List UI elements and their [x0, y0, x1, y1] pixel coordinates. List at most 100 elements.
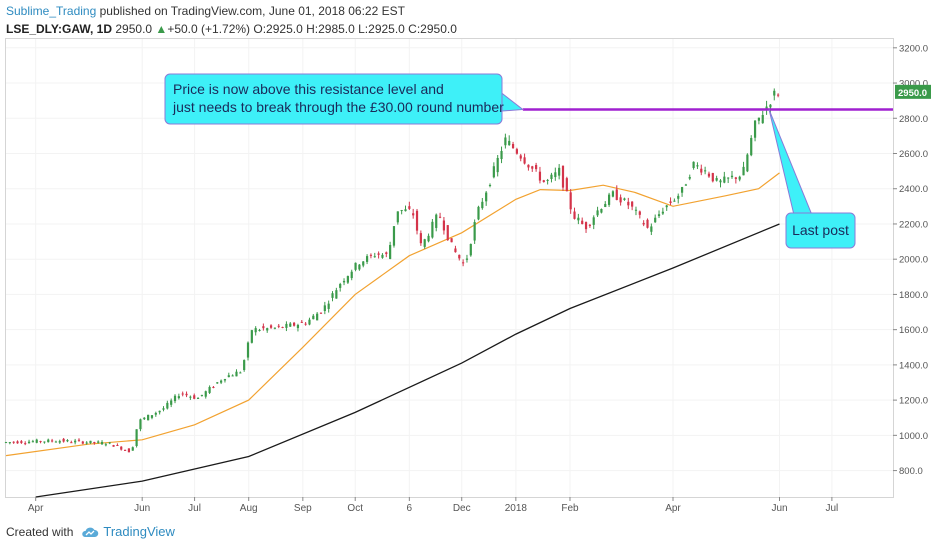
candle-body — [43, 441, 46, 443]
candle-body — [546, 179, 549, 181]
candle-body — [150, 415, 154, 418]
candle-body — [542, 180, 545, 183]
candle-body — [558, 167, 561, 176]
candle-body — [761, 114, 764, 124]
candle-body — [619, 197, 622, 203]
candle-body — [89, 440, 92, 444]
candle-body — [227, 375, 230, 378]
candle-body — [31, 441, 34, 443]
candle-body — [289, 323, 292, 327]
candle-body — [331, 293, 334, 298]
overlay: Price is now above this resistance level… — [164, 73, 893, 249]
candle-body — [373, 256, 376, 258]
candle-body — [70, 442, 73, 444]
candle-body — [266, 328, 269, 331]
y-tick-label: 1600.0 — [899, 325, 928, 336]
candle-body — [293, 322, 296, 326]
candle-body — [684, 184, 688, 186]
candle-body — [208, 386, 211, 393]
y-tick-label: 2800.0 — [899, 114, 928, 125]
ma-short-line — [5, 172, 780, 457]
candle-body — [120, 446, 123, 450]
candle-body — [584, 222, 588, 230]
candle-body — [66, 440, 69, 442]
candle-body — [642, 222, 645, 225]
symbol-label[interactable]: LSE_DLY:GAW, 1D — [6, 22, 113, 36]
candle-body — [404, 209, 407, 212]
candle-body — [300, 321, 303, 323]
last-post-pointer — [768, 109, 813, 216]
candle-body — [565, 178, 568, 192]
candle-body — [554, 172, 557, 178]
candle-body — [431, 221, 434, 238]
candle-body — [734, 177, 737, 179]
last-price: 2950.0 — [115, 22, 153, 36]
candle-body — [62, 438, 65, 442]
tradingview-brand[interactable]: TradingView — [103, 524, 175, 539]
candle-body — [654, 217, 657, 223]
resistance-callout — [164, 73, 503, 125]
candle-body — [607, 194, 611, 205]
candle-body — [446, 225, 449, 241]
candle-body — [596, 210, 599, 216]
x-tick-label: Jul — [188, 503, 201, 514]
candle-body — [285, 323, 288, 328]
candle-body — [181, 393, 184, 395]
candle-body — [727, 177, 730, 179]
candle-body — [385, 252, 388, 255]
candle-body — [657, 214, 661, 217]
candle-body — [700, 168, 703, 173]
candle-body — [573, 211, 576, 219]
candle-body — [561, 165, 565, 188]
candle-body — [216, 382, 219, 384]
created-with-text: Created with — [6, 524, 74, 539]
author-link[interactable]: Sublime_Trading — [6, 4, 97, 18]
candle-body — [339, 283, 342, 288]
candle-body — [377, 253, 380, 255]
candle-body — [24, 443, 27, 445]
last-post-text: Last post — [792, 222, 849, 238]
candle-body — [650, 226, 653, 232]
price-change: +50.0 (+1.72%) — [167, 22, 251, 36]
candle-body — [365, 256, 369, 262]
candle-body — [85, 442, 88, 444]
candle-body — [600, 209, 603, 213]
candle-body — [531, 166, 534, 169]
candle-body — [611, 191, 615, 197]
candle-body — [154, 412, 157, 415]
candle-body — [58, 441, 61, 443]
candle-body — [139, 419, 142, 430]
candle-body — [615, 189, 618, 200]
candle-body — [723, 176, 726, 183]
candle-body — [396, 211, 399, 223]
candle-body — [707, 173, 711, 177]
candle-body — [8, 442, 11, 444]
candle-body — [400, 210, 403, 212]
published-text: published on TradingView.com, June 01, 2… — [99, 4, 405, 18]
candle-body — [239, 372, 242, 374]
candle-body — [193, 395, 196, 399]
candle-body — [634, 209, 638, 211]
candle-body — [212, 386, 215, 388]
candle-body — [296, 324, 300, 329]
candle-body — [500, 150, 503, 160]
candle-body — [135, 429, 138, 447]
candle-body — [50, 440, 54, 442]
x-tick-label: Jun — [771, 503, 787, 514]
candle-body — [508, 140, 511, 146]
candle-body — [746, 154, 749, 172]
candle-body — [97, 441, 100, 443]
time-axis: Apr Jun Jul Aug Sep Oct 6 Dec 2018 Feb Apr Jun Jul — [28, 497, 838, 514]
candle-body — [12, 441, 15, 443]
x-tick-label: Sep — [294, 503, 312, 514]
candle-body — [108, 442, 111, 444]
candle-body — [454, 248, 457, 253]
candle-body — [100, 441, 104, 445]
candle-body — [16, 441, 19, 444]
candle-body — [166, 402, 169, 409]
candle-body — [465, 258, 469, 260]
candle-body — [104, 444, 107, 446]
candle-body — [577, 217, 580, 221]
candle-body — [777, 94, 780, 96]
